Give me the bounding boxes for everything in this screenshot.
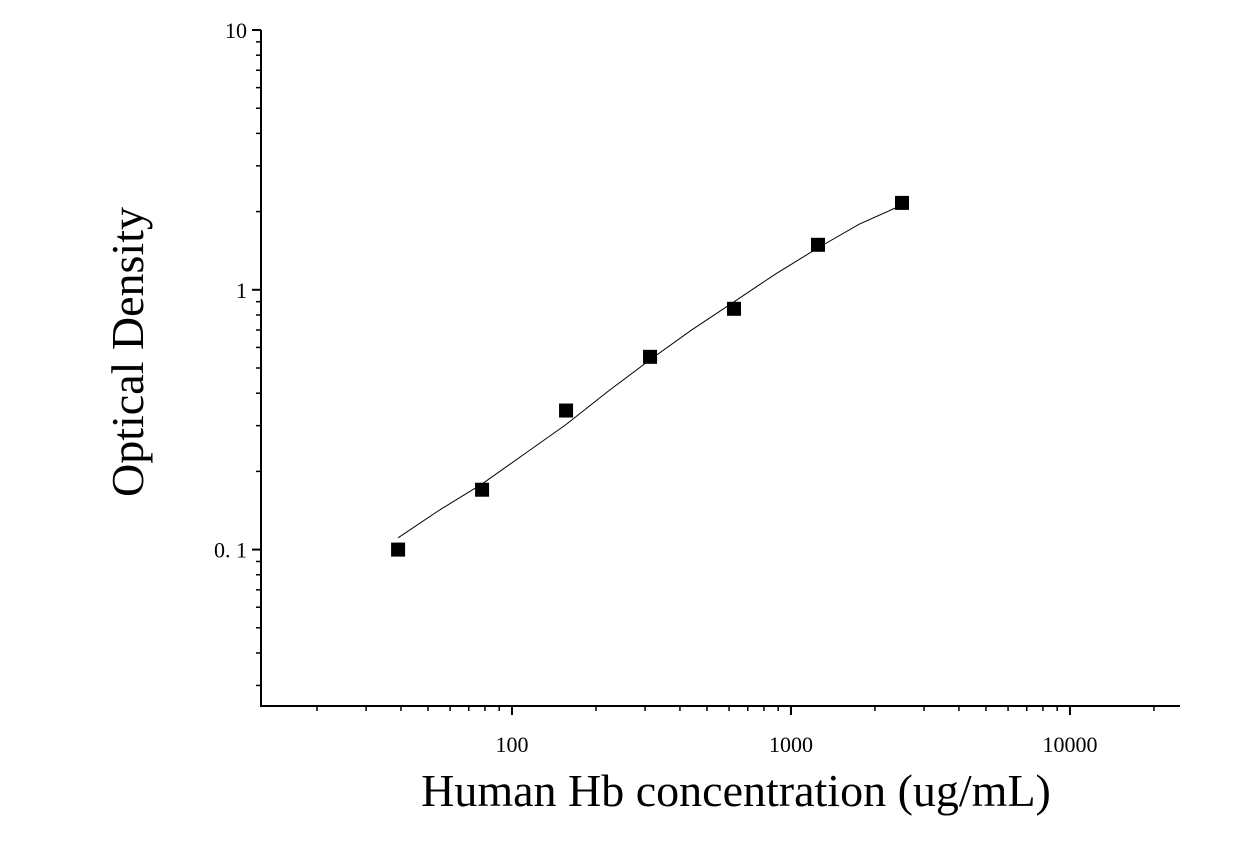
fit-curve [397,204,903,539]
data-point [643,349,658,364]
data-point [391,542,406,557]
data-point [559,403,574,418]
x-axis-title: Human Hb concentration (ug/mL) [421,765,1051,816]
data-point [894,195,909,210]
x-tick-label: 10000 [1042,732,1097,757]
x-tick-label: 100 [495,732,528,757]
data-point [727,301,742,316]
x-tick-label: 1000 [769,732,813,757]
y-tick-label: 0. 1 [214,538,247,563]
y-tick-label: 10 [225,18,247,43]
data-point [475,482,490,497]
y-tick-label: 1 [236,278,247,303]
y-axis-title: Optical Density [102,207,153,497]
data-point [811,237,826,252]
